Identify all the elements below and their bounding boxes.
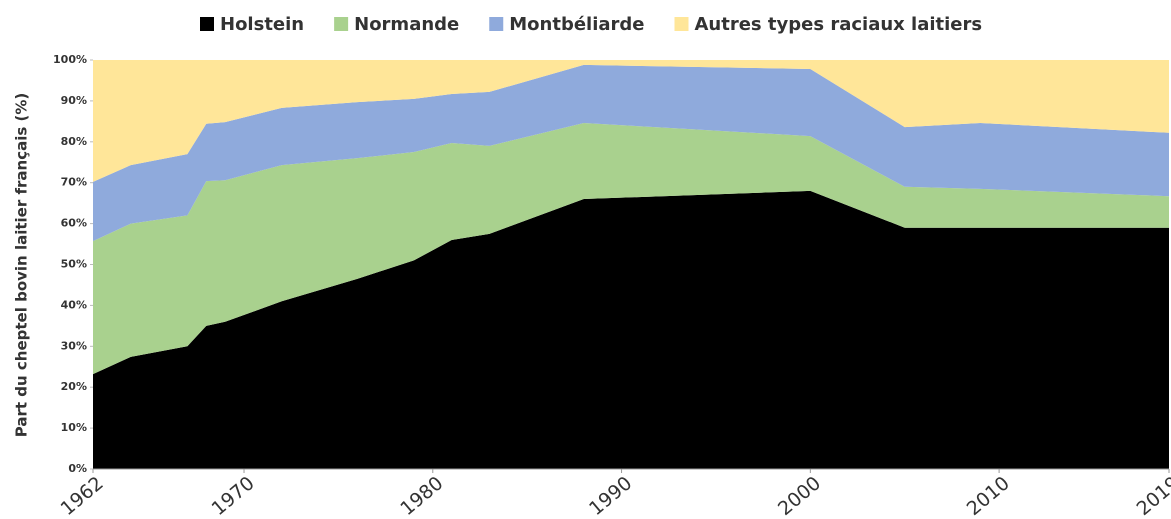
legend-label: Montbéliarde <box>509 14 644 35</box>
x-tick-label: 2019 <box>1133 472 1171 519</box>
legend-swatch <box>334 17 349 31</box>
y-axis-label: Part du cheptel bovin laitier français (… <box>13 93 31 437</box>
y-tick-label: 60% <box>61 217 87 230</box>
y-tick-label: 70% <box>61 176 87 189</box>
y-tick-label: 20% <box>61 380 87 393</box>
area <box>93 60 1169 182</box>
y-tick-label: 90% <box>61 94 87 107</box>
x-tick-label: 1962 <box>57 472 108 519</box>
area <box>93 64 1169 242</box>
y-tick-label: 0% <box>68 462 87 475</box>
y-tick-label: 40% <box>61 298 87 311</box>
y-tick-label: 30% <box>61 339 87 352</box>
legend-swatch <box>674 17 689 31</box>
legend-label: Normande <box>354 14 459 35</box>
y-tick-label: 80% <box>61 135 87 148</box>
y-tick-label: 100% <box>53 53 87 66</box>
legend-label: Holstein <box>220 14 304 35</box>
legend-swatch <box>489 17 504 31</box>
x-tick-label: 2010 <box>963 472 1014 519</box>
x-tick-label: 1980 <box>396 472 447 519</box>
x-tick-label: 1990 <box>585 472 636 519</box>
legend-label: Autres types raciaux laitiers <box>695 14 983 35</box>
y-tick-label: 50% <box>61 258 87 271</box>
x-tick-label: 2000 <box>774 472 825 519</box>
legend-swatch <box>200 17 214 31</box>
area <box>93 190 1169 469</box>
area <box>93 122 1169 375</box>
y-tick-label: 10% <box>61 421 87 434</box>
x-tick-label: 1970 <box>208 472 259 519</box>
